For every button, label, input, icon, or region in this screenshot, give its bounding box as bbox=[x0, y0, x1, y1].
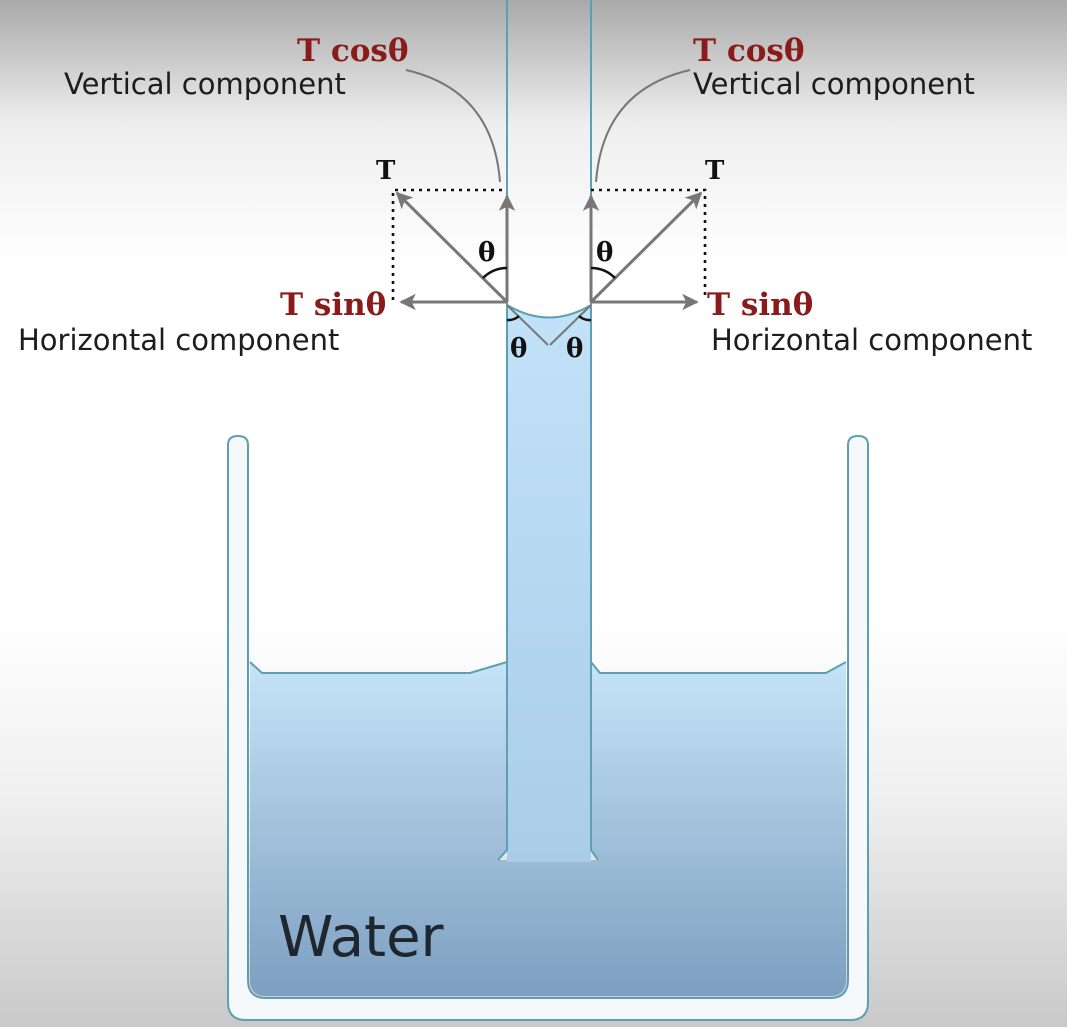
right-vertical-description: Vertical component bbox=[693, 70, 975, 99]
left-vertical-description: Vertical component bbox=[64, 70, 346, 99]
pointer-left-vertical bbox=[406, 70, 500, 182]
angle-arc-upper-left bbox=[483, 268, 507, 278]
tension-label-right: T bbox=[705, 158, 724, 184]
water-surface-left bbox=[250, 662, 507, 673]
theta-lower-right: θ bbox=[566, 336, 583, 362]
theta-lower-left: θ bbox=[510, 336, 527, 362]
left-horizontal-formula: T sinθ bbox=[280, 290, 386, 321]
right-horizontal-description: Horizontal component bbox=[711, 326, 1032, 355]
theta-upper-right: θ bbox=[596, 240, 613, 266]
angle-arc-upper-right bbox=[591, 268, 615, 278]
water-label: Water bbox=[278, 910, 444, 966]
tension-label-left: T bbox=[376, 158, 395, 184]
left-horizontal-description: Horizontal component bbox=[18, 326, 339, 355]
water-surface-right bbox=[591, 662, 846, 673]
right-vertical-formula: T cosθ bbox=[693, 36, 805, 67]
capillary-water-column bbox=[507, 305, 591, 862]
left-vertical-formula: T cosθ bbox=[297, 36, 409, 67]
pointer-right-vertical bbox=[596, 70, 690, 182]
right-horizontal-formula: T sinθ bbox=[707, 290, 813, 321]
theta-upper-left: θ bbox=[478, 240, 495, 266]
